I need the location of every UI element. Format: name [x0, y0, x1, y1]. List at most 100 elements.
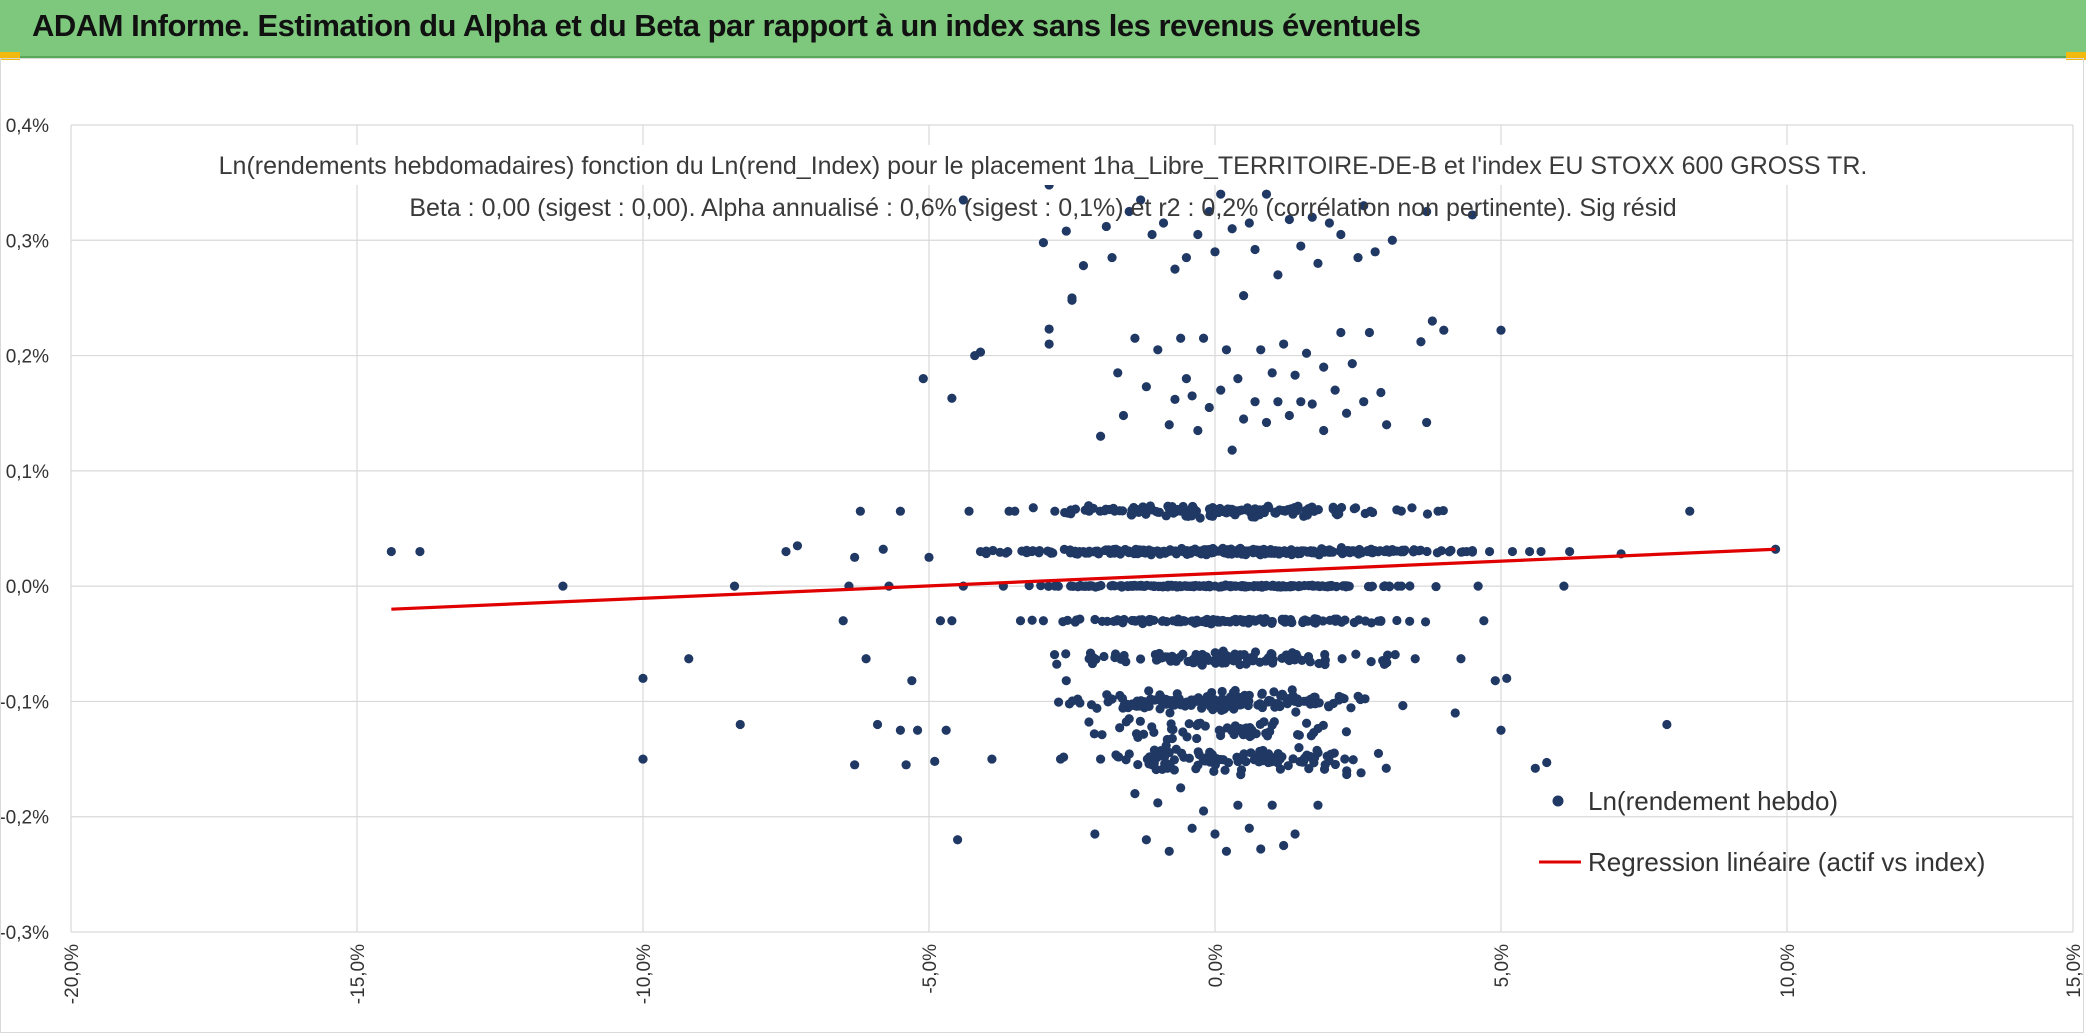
- x-tick-label: -5,0%: [920, 944, 941, 994]
- data-point: [1117, 506, 1128, 516]
- data-point: [1313, 505, 1323, 515]
- data-point: [1170, 394, 1180, 404]
- data-point: [1309, 728, 1319, 738]
- data-point: [1058, 752, 1069, 762]
- data-point: [1138, 545, 1149, 555]
- data-point: [1236, 769, 1246, 780]
- data-point: [1130, 789, 1140, 799]
- data-point: [947, 393, 957, 403]
- data-point: [1141, 835, 1151, 845]
- data-point: [1290, 370, 1300, 380]
- data-point: [1163, 580, 1173, 590]
- data-point: [1294, 742, 1304, 753]
- data-point: [1133, 759, 1143, 770]
- data-point: [1104, 693, 1114, 703]
- data-point: [1146, 614, 1156, 625]
- data-point: [1337, 654, 1347, 664]
- data-point: [1336, 327, 1346, 338]
- data-point: [1286, 548, 1297, 558]
- data-point: [1157, 616, 1167, 626]
- data-point: [1207, 698, 1217, 709]
- data-point: [1422, 546, 1432, 557]
- data-point: [1096, 431, 1106, 441]
- data-point: [1365, 506, 1376, 516]
- y-tick-label: 0,1%: [6, 462, 49, 483]
- data-point: [1446, 545, 1456, 555]
- data-point: [1336, 229, 1346, 240]
- data-point: [1248, 655, 1258, 665]
- data-point: [1287, 617, 1297, 628]
- data-point: [1331, 581, 1342, 592]
- data-point: [1536, 546, 1546, 557]
- corner-marker-right: [2066, 52, 2086, 60]
- data-point: [1113, 368, 1123, 378]
- y-tick-label: -0,1%: [1, 692, 49, 713]
- data-point: [1376, 616, 1386, 626]
- data-point: [1340, 754, 1350, 764]
- data-point: [1169, 755, 1179, 765]
- x-tick-label: 5,0%: [1492, 944, 1513, 987]
- data-point: [1337, 693, 1347, 703]
- data-point: [1086, 700, 1097, 710]
- data-point: [1279, 339, 1289, 349]
- data-point: [1291, 707, 1301, 717]
- data-point: [1269, 717, 1279, 727]
- data-point: [1177, 748, 1187, 758]
- data-point: [1396, 581, 1407, 591]
- data-point: [1218, 646, 1228, 656]
- data-point: [1273, 270, 1283, 280]
- data-point: [1284, 655, 1294, 666]
- data-point: [1153, 507, 1163, 517]
- data-point: [1559, 581, 1569, 591]
- data-point: [1324, 702, 1334, 712]
- data-point: [1118, 410, 1129, 421]
- data-point: [1473, 581, 1483, 591]
- data-point: [1061, 676, 1071, 686]
- data-point: [1356, 548, 1367, 558]
- data-point: [912, 725, 923, 735]
- data-point: [1261, 417, 1272, 428]
- data-point: [1181, 252, 1191, 263]
- data-point: [1565, 546, 1575, 557]
- data-point: [1064, 699, 1075, 709]
- data-point: [1015, 616, 1026, 626]
- data-point: [1407, 503, 1417, 513]
- data-point: [1484, 546, 1495, 557]
- data-point: [1221, 846, 1232, 856]
- data-point: [1200, 756, 1210, 766]
- data-point: [1075, 698, 1085, 708]
- title-background: [233, 145, 1853, 185]
- data-point: [1269, 687, 1279, 697]
- data-point: [1319, 425, 1329, 436]
- data-point: [1307, 753, 1317, 763]
- data-point: [1227, 224, 1237, 234]
- data-point: [1218, 755, 1228, 765]
- data-point: [1085, 648, 1096, 658]
- data-point: [1292, 730, 1303, 740]
- data-point: [1324, 547, 1334, 557]
- data-point: [1226, 581, 1236, 591]
- data-point: [1049, 650, 1060, 660]
- data-point: [1438, 505, 1448, 516]
- data-point: [1450, 708, 1460, 718]
- data-point: [1096, 580, 1106, 591]
- data-point: [1239, 291, 1249, 301]
- data-point: [1167, 502, 1177, 512]
- data-point: [1244, 218, 1254, 228]
- data-point: [1409, 545, 1419, 555]
- data-point: [1184, 719, 1194, 729]
- data-point: [1319, 362, 1329, 372]
- data-point: [638, 754, 648, 764]
- data-point: [1222, 546, 1232, 556]
- data-point: [1180, 508, 1191, 518]
- data-point: [1193, 747, 1203, 757]
- x-tick-label: 15,0%: [2064, 944, 2085, 998]
- data-point: [1115, 690, 1125, 701]
- legend: Ln(rendement hebdo) Regression linéaire …: [1539, 786, 1985, 877]
- data-point: [1053, 697, 1064, 707]
- data-point: [1216, 385, 1226, 395]
- data-point: [1191, 764, 1201, 774]
- data-point: [1096, 754, 1106, 764]
- data-point: [1241, 757, 1251, 767]
- data-point: [1392, 615, 1402, 626]
